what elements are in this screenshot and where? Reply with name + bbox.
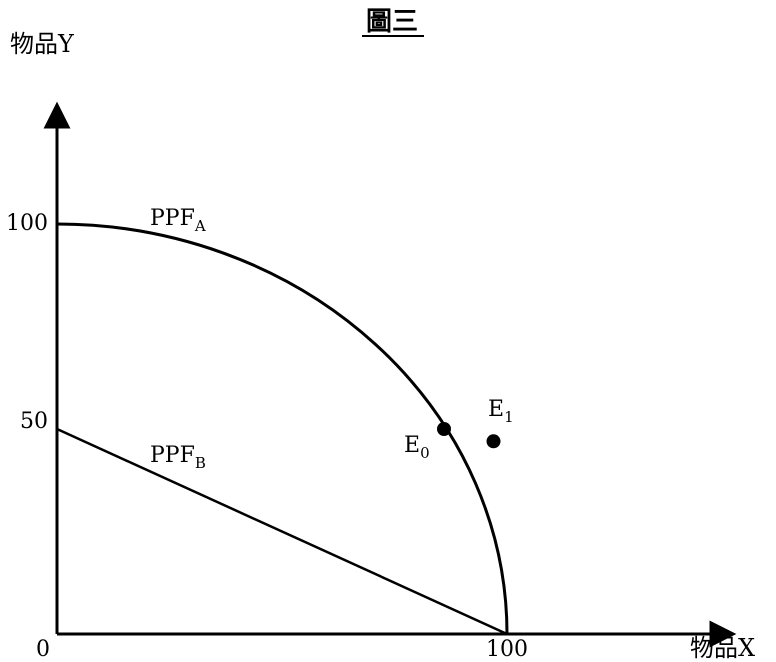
- ppf-a-curve: [56, 222, 509, 635]
- point-e1: [486, 434, 501, 449]
- y-tick-label-50: 50: [20, 409, 48, 434]
- x-tick-label-0: 0: [36, 637, 50, 662]
- y-axis-title: 物品Y: [10, 30, 75, 58]
- ppf-b-line: [56, 427, 508, 636]
- y-tick-label-100: 100: [6, 211, 48, 236]
- x-axis-title: 物品X: [690, 634, 755, 662]
- point-e0: [437, 422, 451, 436]
- point-e1-label: E1: [488, 397, 514, 426]
- ppf-b-label: PPFB: [150, 443, 206, 472]
- point-e0-label: E0: [404, 433, 430, 462]
- ppf-a-label: PPFA: [150, 206, 206, 235]
- x-tick-label-100: 100: [486, 637, 528, 662]
- chart-title: 圖三: [366, 7, 418, 37]
